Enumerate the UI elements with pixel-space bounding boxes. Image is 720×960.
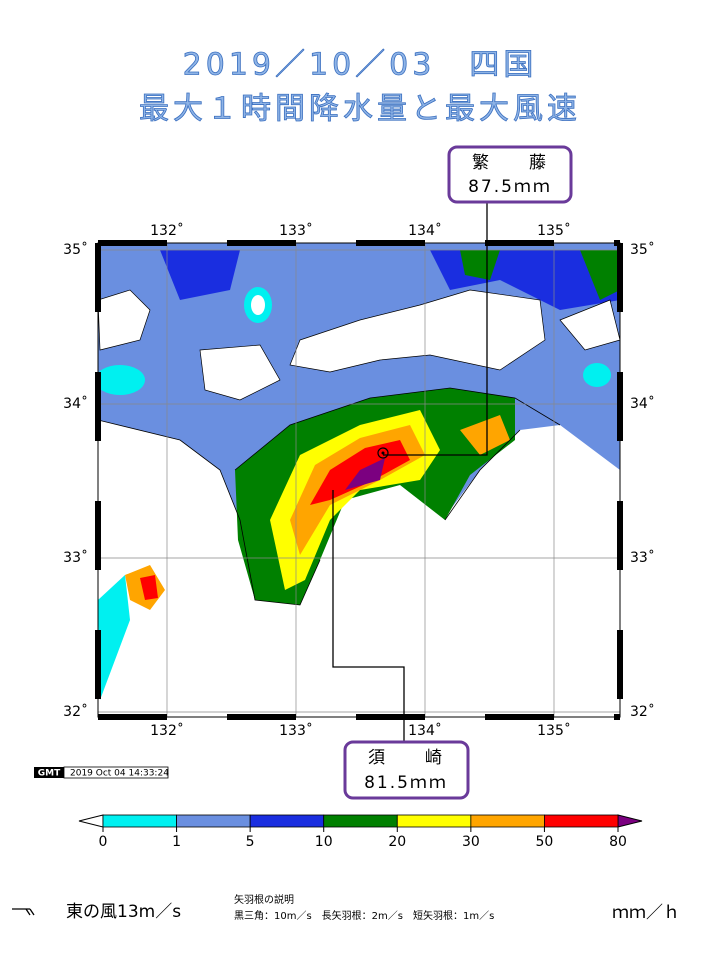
lon-label: 134˚	[408, 722, 442, 739]
precip-none	[251, 295, 265, 315]
precip-30-50	[460, 415, 510, 455]
land	[98, 289, 620, 401]
lon-label: 132˚	[150, 722, 184, 739]
callout-station: 須 崎	[368, 748, 444, 768]
map-layer	[98, 243, 620, 717]
precip-0-1	[98, 365, 145, 395]
title-line: 最大１時間降水量と最大風速	[139, 92, 581, 127]
coastline	[98, 387, 561, 606]
lat-label: 32˚	[630, 703, 655, 720]
legend-heading: 矢羽根の説明	[234, 893, 294, 906]
lat-label: 35˚	[63, 241, 88, 258]
frame-bars	[95, 240, 623, 720]
callout-value: 81.5ｍｍ	[364, 773, 448, 793]
colorbar-label: 5	[246, 834, 255, 850]
station-marker	[377, 447, 389, 459]
lat-label: 34˚	[630, 395, 655, 412]
lat-label: 35˚	[630, 241, 655, 258]
title-line: 2019／10／03 四国	[183, 48, 538, 83]
colorbar-segment	[176, 814, 251, 828]
leader-line	[383, 202, 488, 456]
timestamp: 2019 Oct 04 14:33:24	[70, 769, 169, 779]
gmt-logo	[34, 767, 64, 778]
legend-unit: ｍｍ／ｈ	[612, 903, 680, 923]
colorbar-segment	[102, 814, 177, 828]
grid	[98, 243, 620, 717]
lon-label: 135˚	[537, 222, 571, 239]
colorbar-label: 1	[172, 834, 181, 850]
precip-0-1	[98, 575, 130, 700]
timestamp-box	[63, 766, 169, 779]
precip-over-80	[345, 458, 385, 490]
lon-label: 132˚	[150, 222, 184, 239]
colorbar-label: 10	[315, 834, 333, 850]
legend-description: 黒三角：10m／s 長矢羽根：2m／s 短矢羽根：1m／s	[234, 909, 494, 922]
colorbar-segment	[544, 814, 619, 828]
lat-label: 33˚	[63, 549, 88, 566]
precip-0-1	[583, 363, 611, 387]
wind-barb-icon	[12, 908, 35, 916]
colorbar-segment	[249, 814, 325, 828]
precip-50-80	[140, 575, 158, 600]
callout-box	[447, 145, 573, 204]
colorbar-label: 80	[609, 834, 627, 850]
callout-value: 87.5ｍｍ	[468, 177, 552, 197]
lat-label: 32˚	[63, 703, 88, 720]
legend-wind: 東の風13m／s	[66, 902, 181, 922]
lon-label: 135˚	[537, 722, 571, 739]
colorbar-segment	[323, 814, 398, 828]
colorbar-segment	[396, 814, 472, 828]
lat-label: 33˚	[630, 549, 655, 566]
leader-line	[332, 490, 405, 742]
lon-label: 134˚	[408, 222, 442, 239]
callout-station: 繁 藤	[472, 153, 548, 173]
colorbar-label: 0	[99, 834, 108, 850]
colorbar-over	[617, 814, 643, 828]
station-marker	[381, 451, 385, 455]
colorbar-label: 50	[536, 834, 554, 850]
colorbar-under	[78, 814, 104, 828]
gmt-logo-text: GMT	[38, 769, 61, 779]
callout-box	[343, 740, 470, 800]
lat-label: 34˚	[63, 395, 88, 412]
precip-10-20	[460, 250, 620, 300]
colorbar-segment	[470, 814, 545, 828]
colorbar: 0 1 5 10 20 30 50 80	[78, 814, 643, 850]
precip-5-10	[160, 250, 620, 310]
no-precip	[98, 420, 620, 717]
land	[289, 289, 546, 373]
lon-label: 133˚	[279, 722, 313, 739]
colorbar-label: 30	[462, 834, 480, 850]
colorbar-label: 20	[388, 834, 406, 850]
lon-label: 133˚	[279, 222, 313, 239]
